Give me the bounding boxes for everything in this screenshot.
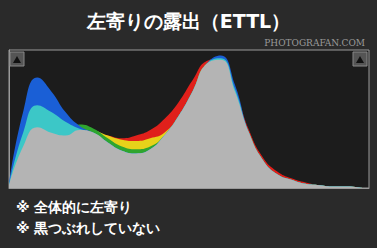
svg-text:※ 全体的に左寄り: ※ 全体的に左寄り [16, 199, 132, 215]
svg-text:※ 黒つぶれしていない: ※ 黒つぶれしていない [16, 220, 160, 236]
svg-text:PHOTOGRAFAN.COM: PHOTOGRAFAN.COM [264, 38, 365, 48]
svg-text:左寄りの露出（ETTL）: 左寄りの露出（ETTL） [86, 10, 290, 32]
